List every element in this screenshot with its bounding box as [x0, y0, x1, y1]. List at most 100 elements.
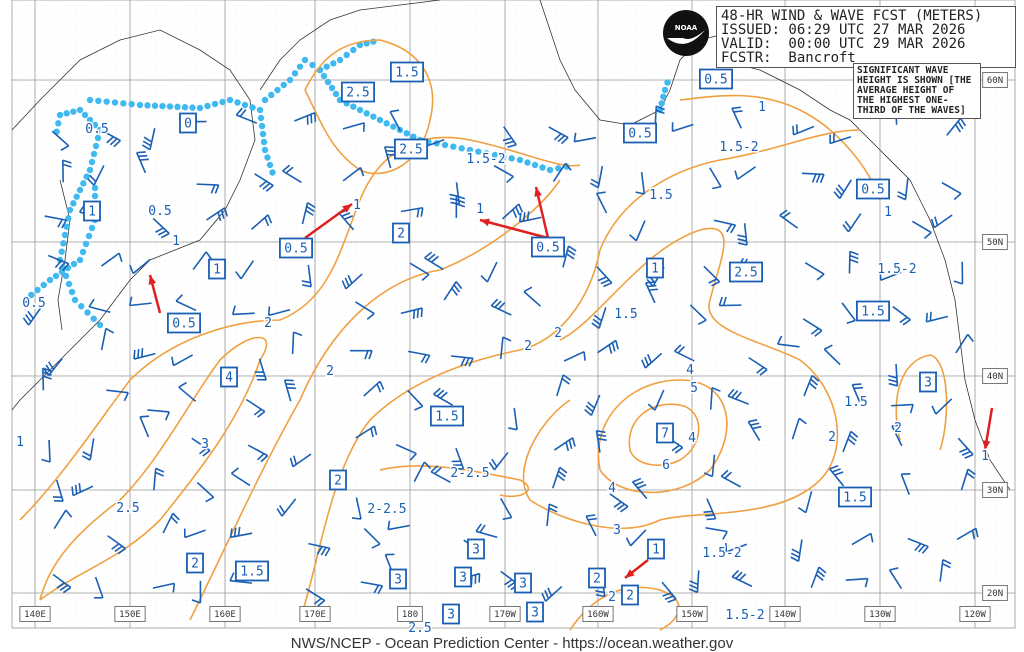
- wind-barb-icon: [546, 503, 558, 527]
- wave-height-label: 0.5: [85, 122, 108, 137]
- wind-barb-icon: [100, 252, 123, 267]
- wind-barb-icon: [673, 344, 695, 362]
- ice-edge-dot: [332, 90, 340, 98]
- ice-edge-dot: [120, 100, 127, 107]
- wind-barb-icon: [552, 162, 572, 183]
- wind-barb-icon: [245, 398, 266, 418]
- ice-edge-dot: [441, 141, 449, 149]
- wind-barb-icon: [892, 305, 911, 326]
- boxed-wave-height: 2.5: [394, 138, 428, 160]
- wave-height-label: 3: [201, 437, 209, 452]
- wind-barb-icon: [801, 172, 825, 184]
- wind-barb-icon: [709, 386, 721, 410]
- ice-edge-dot: [356, 41, 364, 49]
- ice-edge-dot: [94, 134, 102, 142]
- wind-barb-icon: [842, 213, 862, 233]
- noaa-logo: NOAA: [663, 10, 709, 56]
- wind-barb-icon: [641, 352, 663, 369]
- wind-barb-icon: [254, 173, 274, 192]
- ice-edge-dot: [219, 98, 226, 106]
- boxed-wave-height: 3: [919, 371, 937, 393]
- wave-height-label: 2: [264, 316, 272, 331]
- ice-edge-dot: [151, 102, 159, 109]
- ice-edge-dot: [370, 113, 377, 120]
- ice-edge-dot: [330, 60, 337, 67]
- wind-barb-icon: [596, 266, 613, 288]
- wind-barb-icon: [556, 374, 572, 397]
- wind-barb-icon: [106, 389, 129, 402]
- ice-edge-dot: [82, 240, 90, 248]
- longitude-label: 150W: [676, 606, 708, 622]
- wind-barb-icon: [294, 112, 317, 125]
- wind-barb-icon: [609, 493, 629, 513]
- longitude-label-text: 150W: [681, 610, 703, 620]
- wind-barb-icon: [62, 159, 72, 183]
- ice-edge-dot: [62, 272, 70, 280]
- ice-edge-dot: [91, 184, 99, 192]
- wind-barb-icon: [88, 298, 111, 314]
- wind-barb-icon: [502, 203, 524, 220]
- ice-edge-dot: [159, 102, 166, 110]
- wind-barb-icon: [229, 572, 253, 584]
- ice-edge-dot: [70, 108, 77, 115]
- ice-edge-dot: [181, 104, 189, 111]
- ice-edge-dot: [90, 150, 98, 158]
- ice-edge-dot: [55, 120, 62, 127]
- wind-barb-icon: [597, 339, 619, 354]
- wind-barb-icon: [443, 281, 463, 301]
- ice-edge-dot: [660, 93, 667, 100]
- wind-barb-icon: [591, 307, 607, 330]
- wind-barb-icon: [147, 409, 171, 421]
- wind-barb-icon: [705, 527, 728, 540]
- wind-barb-icon: [887, 363, 899, 387]
- boxed-wave-height-text: 2: [397, 227, 405, 242]
- ice-edge-dot: [661, 86, 669, 94]
- wind-barb-icon: [595, 429, 607, 453]
- wind-barb-icon: [911, 220, 932, 240]
- boxed-wave-height-text: 0.5: [861, 183, 884, 198]
- boxed-wave-height-text: 2: [626, 589, 634, 604]
- boxed-wave-height: 2: [392, 222, 410, 244]
- boxed-wave-height: 1.5: [390, 61, 424, 83]
- wind-barb-icon: [387, 520, 410, 531]
- wind-barb-icon: [562, 245, 577, 268]
- ice-edge-dot: [86, 166, 94, 174]
- wind-barb-icon: [930, 214, 953, 229]
- wave-height-label: 2: [608, 590, 616, 605]
- ice-edge-dot: [73, 193, 80, 200]
- significant-wave-note: SIGNIFICANT WAVE HEIGHT IS SHOWN [THE AV…: [853, 63, 981, 119]
- ice-edge-dot: [86, 116, 94, 124]
- ice-edge-dot: [92, 142, 100, 150]
- ice-edge-dot: [84, 309, 91, 316]
- wind-barb-icon: [731, 569, 753, 588]
- ice-edge-dot: [65, 215, 72, 222]
- wind-barb-icon: [450, 355, 474, 367]
- wind-barb-icon: [152, 582, 176, 593]
- boxed-wave-height: 1.5: [838, 486, 872, 508]
- wind-barb-icon: [703, 265, 721, 287]
- wind-barb-icon: [891, 403, 914, 414]
- ice-edge-dot: [80, 180, 87, 187]
- wave-height-label: 2: [524, 339, 532, 354]
- longitude-label-text: 140W: [774, 610, 796, 620]
- longitude-label: 130W: [864, 606, 896, 622]
- boxed-wave-height-text: 0.5: [536, 241, 559, 256]
- wind-barb-icon: [703, 454, 716, 478]
- wind-barb-icon: [291, 331, 303, 355]
- ice-edge-dot: [269, 169, 276, 176]
- ice-edge-dot: [475, 148, 482, 155]
- wind-barb-icon: [596, 191, 608, 214]
- ice-edge-dot: [91, 192, 99, 200]
- ice-edge-dot: [196, 104, 204, 112]
- longitude-label-text: 150E: [119, 610, 141, 620]
- wave-height-label: 2: [554, 326, 562, 341]
- ice-edge-dot: [291, 70, 299, 77]
- ice-edge-dot: [86, 96, 94, 104]
- wave-height-label: 4: [608, 481, 616, 496]
- wind-barb-icon: [548, 126, 569, 145]
- wind-barb-icon: [747, 419, 762, 441]
- wind-barb-icon: [289, 453, 312, 468]
- ice-edge-dot: [491, 151, 499, 159]
- ice-edge-dot: [85, 232, 93, 240]
